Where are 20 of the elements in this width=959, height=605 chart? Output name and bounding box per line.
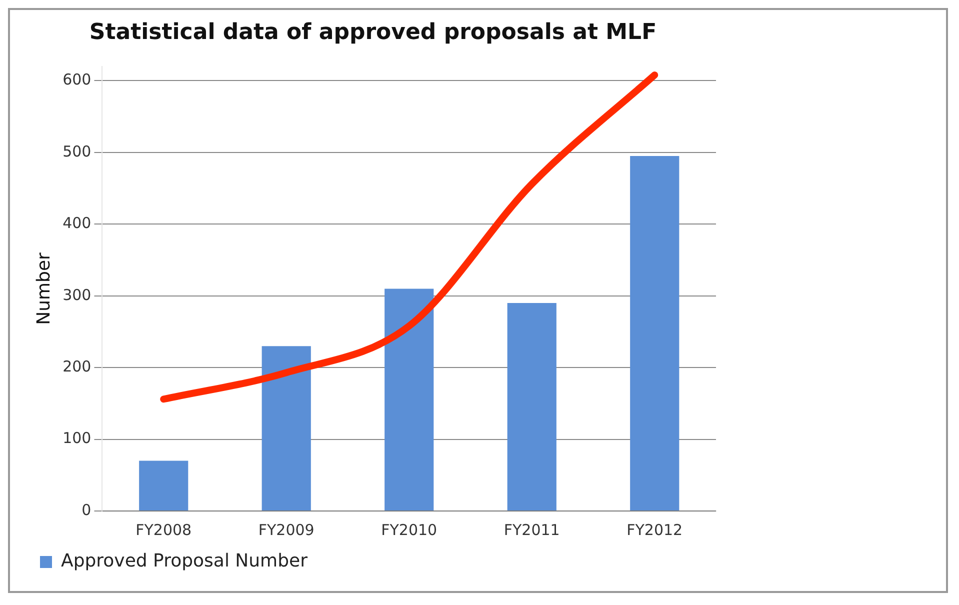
y-tick-label: 600 xyxy=(62,70,92,89)
y-axis-title: Number xyxy=(33,252,54,325)
x-tick-label: FY2008 xyxy=(136,520,192,539)
x-tick-label: FY2011 xyxy=(504,520,560,539)
y-tick-label: 100 xyxy=(62,429,92,448)
y-tick-label: 200 xyxy=(62,357,92,376)
x-tick-label: FY2012 xyxy=(626,520,683,539)
y-tick-label: 0 xyxy=(82,500,92,519)
bar xyxy=(384,288,434,510)
y-tick-label: 500 xyxy=(62,142,92,160)
bar xyxy=(139,460,188,510)
bar xyxy=(262,346,311,510)
x-tick-label: FY2009 xyxy=(258,520,314,539)
bar xyxy=(630,156,680,510)
x-tick-label: FY2010 xyxy=(381,520,438,539)
legend-label: Approved Proposal Number xyxy=(61,550,308,572)
y-tick-label: 400 xyxy=(62,214,92,232)
y-tick-label: 300 xyxy=(62,286,92,304)
chart-title: Statistical data of approved proposals at MLF xyxy=(89,20,657,45)
bar xyxy=(507,303,556,510)
